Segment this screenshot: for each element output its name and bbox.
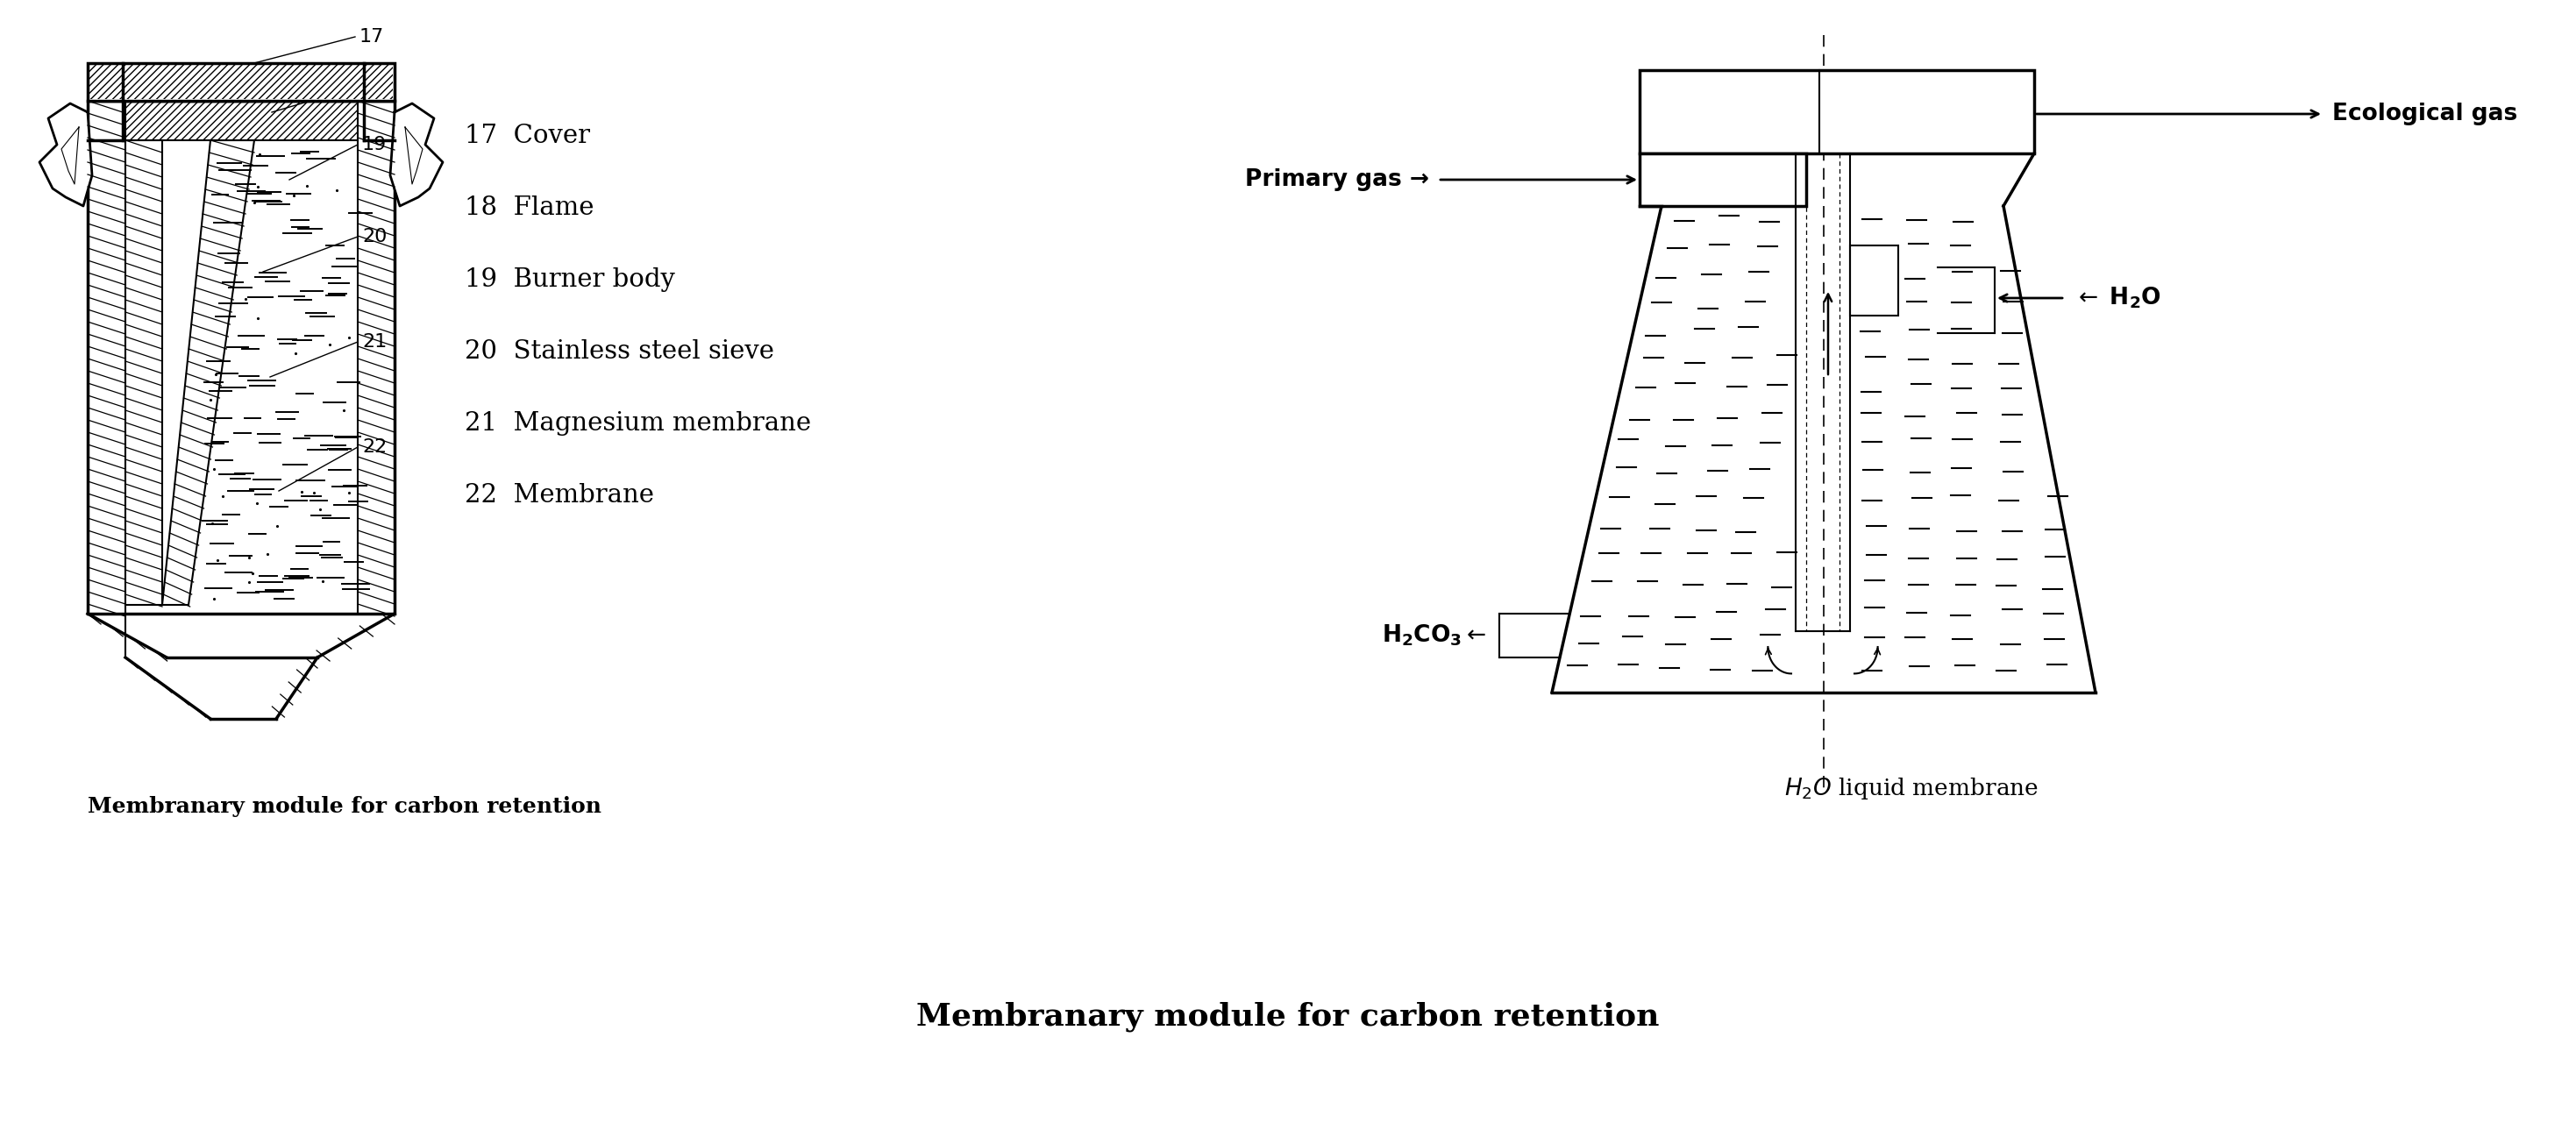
- Polygon shape: [39, 103, 93, 206]
- Text: $H_2O$ liquid membrane: $H_2O$ liquid membrane: [1785, 777, 2038, 802]
- Text: $\mathbf{H_2CO_3}$$\leftarrow$: $\mathbf{H_2CO_3}$$\leftarrow$: [1381, 623, 1486, 648]
- Polygon shape: [389, 103, 443, 206]
- Text: 18  Flame: 18 Flame: [464, 196, 595, 220]
- Text: 19: 19: [363, 136, 386, 153]
- Text: Ecological gas: Ecological gas: [2331, 103, 2517, 126]
- Text: 21  Magnesium membrane: 21 Magnesium membrane: [464, 411, 811, 436]
- Text: 22: 22: [363, 438, 386, 455]
- Text: Membranary module for carbon retention: Membranary module for carbon retention: [917, 1002, 1659, 1032]
- Text: 17: 17: [361, 29, 384, 46]
- Text: 18: 18: [361, 79, 384, 96]
- Text: 17  Cover: 17 Cover: [464, 124, 590, 149]
- Text: 20: 20: [363, 228, 386, 246]
- Text: 22  Membrane: 22 Membrane: [464, 483, 654, 508]
- Text: Primary gas →: Primary gas →: [1244, 168, 1430, 191]
- Bar: [90, 65, 392, 100]
- Text: 20  Stainless steel sieve: 20 Stainless steel sieve: [464, 340, 775, 364]
- Text: $\leftarrow$ $\mathbf{H_2O}$: $\leftarrow$ $\mathbf{H_2O}$: [2074, 286, 2161, 310]
- Polygon shape: [162, 141, 255, 605]
- Text: 19  Burner body: 19 Burner body: [464, 268, 675, 292]
- Bar: [1638, 70, 2035, 153]
- Bar: [88, 63, 394, 101]
- Bar: [1638, 153, 1806, 206]
- Bar: [126, 141, 162, 605]
- Text: 21: 21: [363, 333, 386, 351]
- Bar: [126, 101, 358, 141]
- Bar: [88, 101, 394, 613]
- Text: Membranary module for carbon retention: Membranary module for carbon retention: [88, 796, 600, 817]
- Bar: [1850, 246, 1899, 316]
